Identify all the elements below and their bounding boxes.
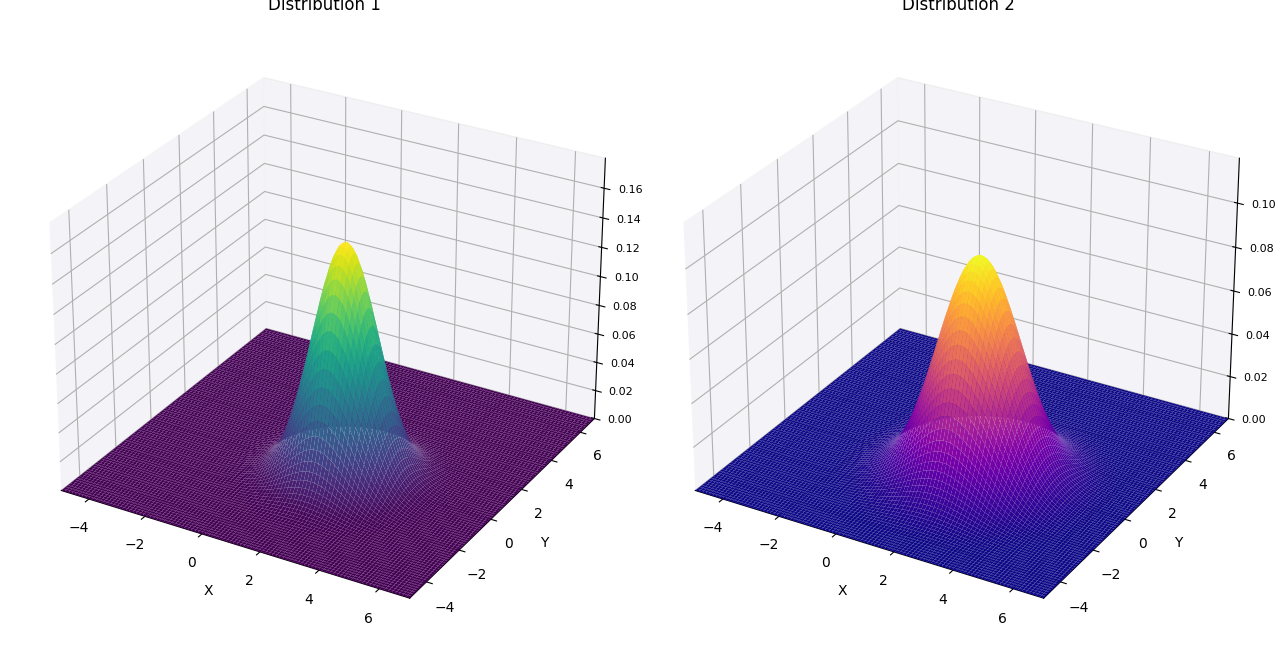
Y-axis label: Y: Y (540, 536, 548, 550)
Title: Distribution 2: Distribution 2 (902, 0, 1015, 13)
Y-axis label: Y: Y (1174, 536, 1182, 550)
Title: Distribution 1: Distribution 1 (268, 0, 381, 13)
X-axis label: X: X (838, 584, 847, 598)
X-axis label: X: X (204, 584, 213, 598)
